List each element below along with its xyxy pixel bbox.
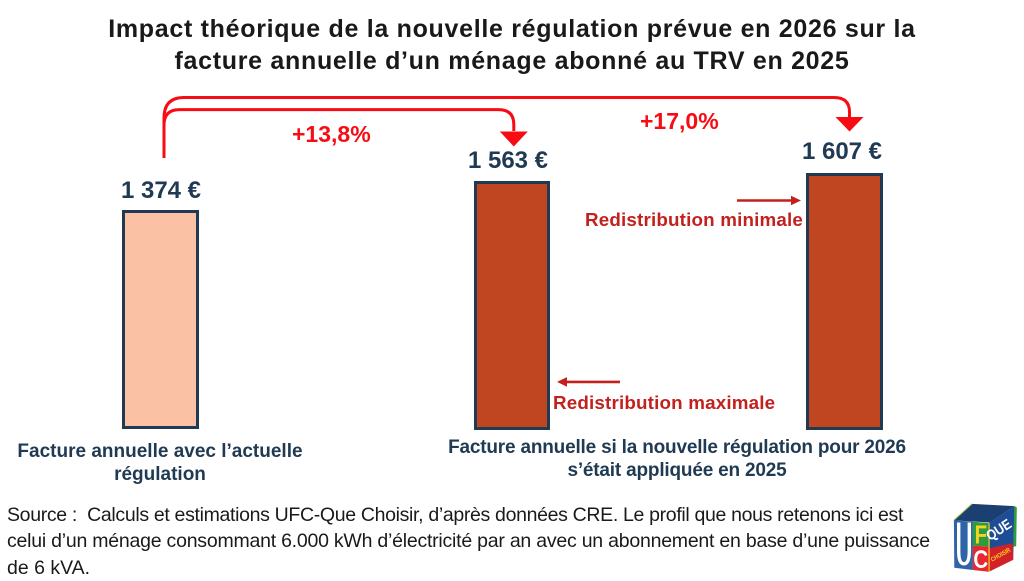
svg-text:F: F bbox=[975, 520, 987, 549]
svg-text:C: C bbox=[973, 545, 988, 573]
